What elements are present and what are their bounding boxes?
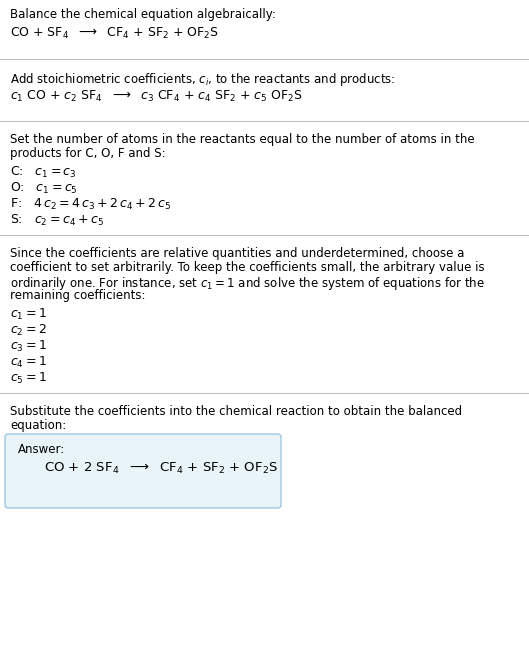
Text: $c_3 = 1$: $c_3 = 1$ — [10, 339, 47, 354]
Text: O:   $c_1 = c_5$: O: $c_1 = c_5$ — [10, 181, 78, 196]
Text: products for C, O, F and S:: products for C, O, F and S: — [10, 147, 166, 160]
Text: coefficient to set arbitrarily. To keep the coefficients small, the arbitrary va: coefficient to set arbitrarily. To keep … — [10, 261, 485, 274]
Text: $c_1$ CO + $c_2$ SF$_4$  $\longrightarrow$  $c_3$ CF$_4$ + $c_4$ SF$_2$ + $c_5$ : $c_1$ CO + $c_2$ SF$_4$ $\longrightarrow… — [10, 89, 303, 104]
Text: CO + SF$_4$  $\longrightarrow$  CF$_4$ + SF$_2$ + OF$_2$S: CO + SF$_4$ $\longrightarrow$ CF$_4$ + S… — [10, 26, 219, 41]
Text: C:   $c_1 = c_3$: C: $c_1 = c_3$ — [10, 165, 77, 180]
Text: Balance the chemical equation algebraically:: Balance the chemical equation algebraica… — [10, 8, 276, 21]
Text: $c_4 = 1$: $c_4 = 1$ — [10, 355, 47, 370]
Text: Set the number of atoms in the reactants equal to the number of atoms in the: Set the number of atoms in the reactants… — [10, 133, 475, 146]
Text: $c_2 = 2$: $c_2 = 2$ — [10, 323, 47, 338]
Text: CO + 2 SF$_4$  $\longrightarrow$  CF$_4$ + SF$_2$ + OF$_2$S: CO + 2 SF$_4$ $\longrightarrow$ CF$_4$ +… — [44, 461, 278, 476]
Text: remaining coefficients:: remaining coefficients: — [10, 289, 145, 302]
Text: $c_5 = 1$: $c_5 = 1$ — [10, 371, 47, 386]
Text: Substitute the coefficients into the chemical reaction to obtain the balanced: Substitute the coefficients into the che… — [10, 405, 462, 418]
FancyBboxPatch shape — [5, 434, 281, 508]
Text: $c_1 = 1$: $c_1 = 1$ — [10, 307, 47, 322]
Text: Add stoichiometric coefficients, $c_i$, to the reactants and products:: Add stoichiometric coefficients, $c_i$, … — [10, 71, 395, 88]
Text: Since the coefficients are relative quantities and underdetermined, choose a: Since the coefficients are relative quan… — [10, 247, 464, 260]
Text: S:   $c_2 = c_4 + c_5$: S: $c_2 = c_4 + c_5$ — [10, 213, 104, 228]
Text: Answer:: Answer: — [18, 443, 65, 456]
Text: ordinarily one. For instance, set $c_1 = 1$ and solve the system of equations fo: ordinarily one. For instance, set $c_1 =… — [10, 275, 485, 292]
Text: F:   $4\,c_2 = 4\,c_3 + 2\,c_4 + 2\,c_5$: F: $4\,c_2 = 4\,c_3 + 2\,c_4 + 2\,c_5$ — [10, 197, 171, 212]
Text: equation:: equation: — [10, 419, 66, 432]
